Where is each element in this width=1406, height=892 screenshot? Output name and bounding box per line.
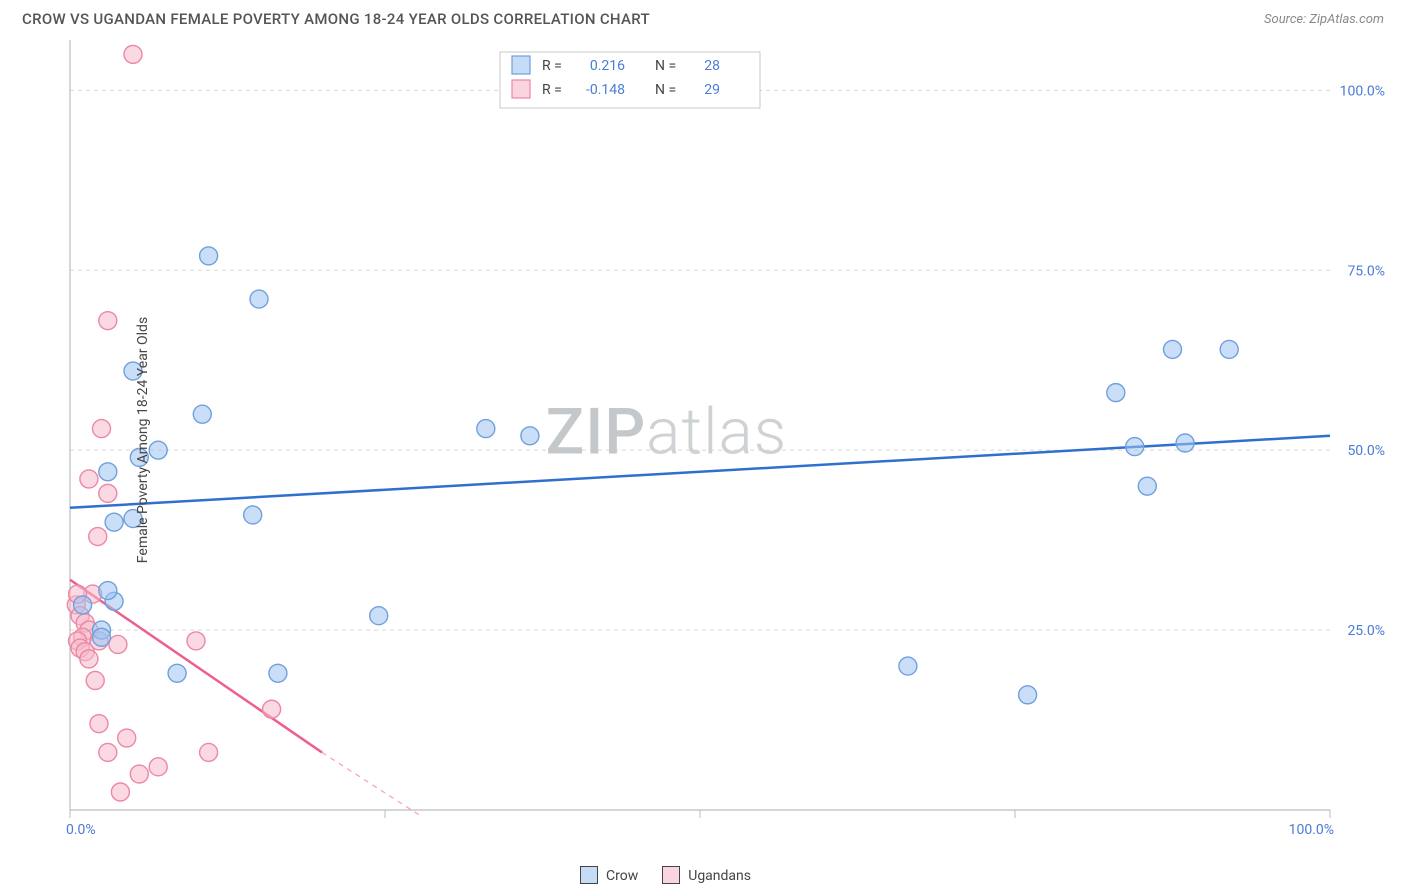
legend-label-crow: Crow [606, 868, 638, 884]
svg-text:0.0%: 0.0% [66, 822, 96, 838]
scatter-chart: 25.0% 50.0% 75.0% 100.0% 0.0% 100.0% R = 0.216 N… [50, 40, 1390, 840]
legend-swatch-blue [580, 866, 598, 884]
legend-swatch-pink [662, 866, 680, 884]
svg-text:N =: N = [655, 82, 676, 98]
svg-text:R =: R = [542, 58, 562, 74]
svg-text:100.0%: 100.0% [1289, 822, 1334, 838]
legend-item-crow: Crow [580, 866, 638, 884]
svg-text:50.0%: 50.0% [1347, 443, 1385, 459]
legend-label-ugandans: Ugandans [688, 868, 751, 884]
legend-item-ugandans: Ugandans [662, 866, 751, 884]
svg-text:R =: R = [542, 82, 562, 98]
page-title: CROW VS UGANDAN FEMALE POVERTY AMONG 18-… [22, 10, 650, 28]
svg-text:28: 28 [704, 58, 720, 74]
source-label: Source: ZipAtlas.com [1264, 12, 1384, 27]
chart-container: Female Poverty Among 18-24 Year Olds 25.… [50, 40, 1390, 840]
svg-text:29: 29 [704, 82, 720, 98]
svg-text:-0.148: -0.148 [586, 82, 625, 98]
svg-text:100.0%: 100.0% [1340, 83, 1385, 99]
series-legend: Crow Ugandans [580, 866, 751, 884]
svg-text:25.0%: 25.0% [1347, 623, 1385, 639]
svg-text:75.0%: 75.0% [1347, 263, 1385, 279]
svg-text:0.216: 0.216 [590, 58, 625, 74]
y-axis-label: Female Poverty Among 18-24 Year Olds [135, 317, 151, 563]
svg-text:N =: N = [655, 58, 676, 74]
